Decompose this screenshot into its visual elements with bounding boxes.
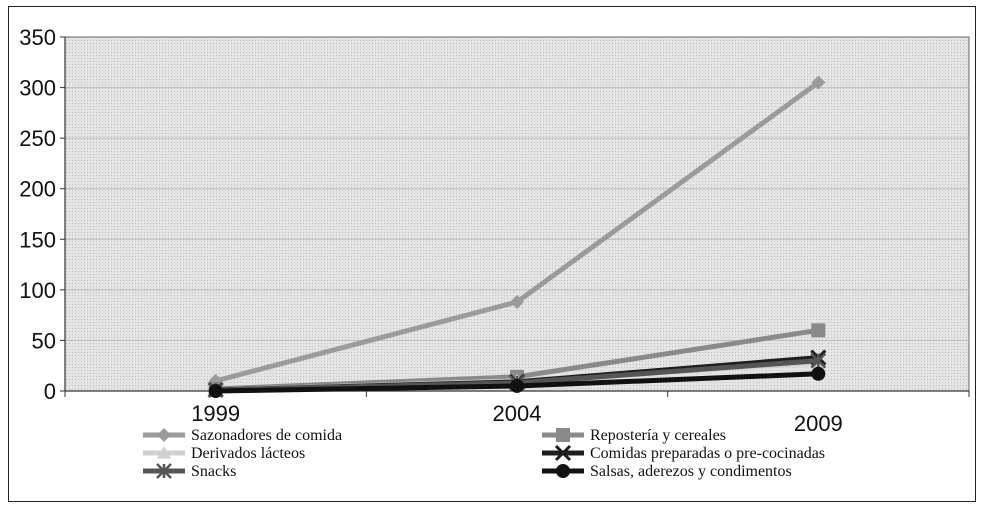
series [208, 75, 826, 388]
point-circle [208, 384, 223, 398]
y-tick-label: 150 [19, 227, 56, 252]
legend-label: Derivados lácteos [191, 445, 305, 462]
gridlines [65, 87, 969, 341]
series [208, 366, 826, 398]
point-triangle [157, 446, 171, 459]
legend-item: Sazonadores de comida [143, 427, 342, 444]
point-circle [510, 378, 524, 393]
point-diamond [510, 294, 524, 309]
legend: Sazonadores de comida Repostería y cereal… [143, 427, 825, 480]
y-tick-label: 0 [44, 379, 56, 404]
y-tick-label: 300 [19, 76, 56, 101]
point-diamond [811, 75, 826, 90]
y-tick-label: 100 [19, 278, 56, 303]
legend-label: Sazonadores de comida [191, 427, 342, 444]
y-tick-label: 350 [19, 25, 56, 50]
plot-area [64, 36, 970, 392]
legend-item: Repostería y cereales [542, 427, 726, 444]
y-tick-label: 250 [19, 126, 56, 151]
y-axis: 0 50 100 150 200 250 300 350 [19, 25, 66, 404]
x-tick-label: 2009 [794, 411, 843, 436]
legend-label: Snacks [191, 463, 236, 480]
legend-label: Salsas, aderezos y condimentos [590, 463, 792, 480]
point-x [554, 444, 572, 462]
legend-label: Comidas preparadas o pre-cocinadas [590, 445, 825, 462]
legend-item: Derivados lácteos [143, 445, 305, 462]
point-circle [811, 366, 826, 381]
legend-item: Salsas, aderezos y condimentos [542, 463, 792, 480]
series-layer [207, 75, 827, 399]
legend-label: Repostería y cereales [590, 427, 726, 444]
point-diamond [157, 428, 171, 442]
chart-frame: 0 50 100 150 200 250 300 350 1999 2004 2009 Sazon… [8, 6, 976, 502]
legend-item: Comidas preparadas o pre-cocinadas [542, 444, 825, 462]
point-square [811, 323, 826, 338]
legend-item: Snacks [143, 463, 236, 480]
point-square [556, 428, 570, 442]
line-chart: 0 50 100 150 200 250 300 350 1999 2004 2009 Sazon… [19, 25, 970, 480]
point-circle [556, 464, 570, 478]
y-tick-label: 50 [32, 328, 56, 353]
y-tick-label: 200 [19, 177, 56, 202]
point-star [810, 352, 827, 369]
point-star [156, 463, 172, 479]
x-tick-label: 1999 [191, 401, 240, 426]
x-tick-label: 2004 [493, 401, 542, 426]
